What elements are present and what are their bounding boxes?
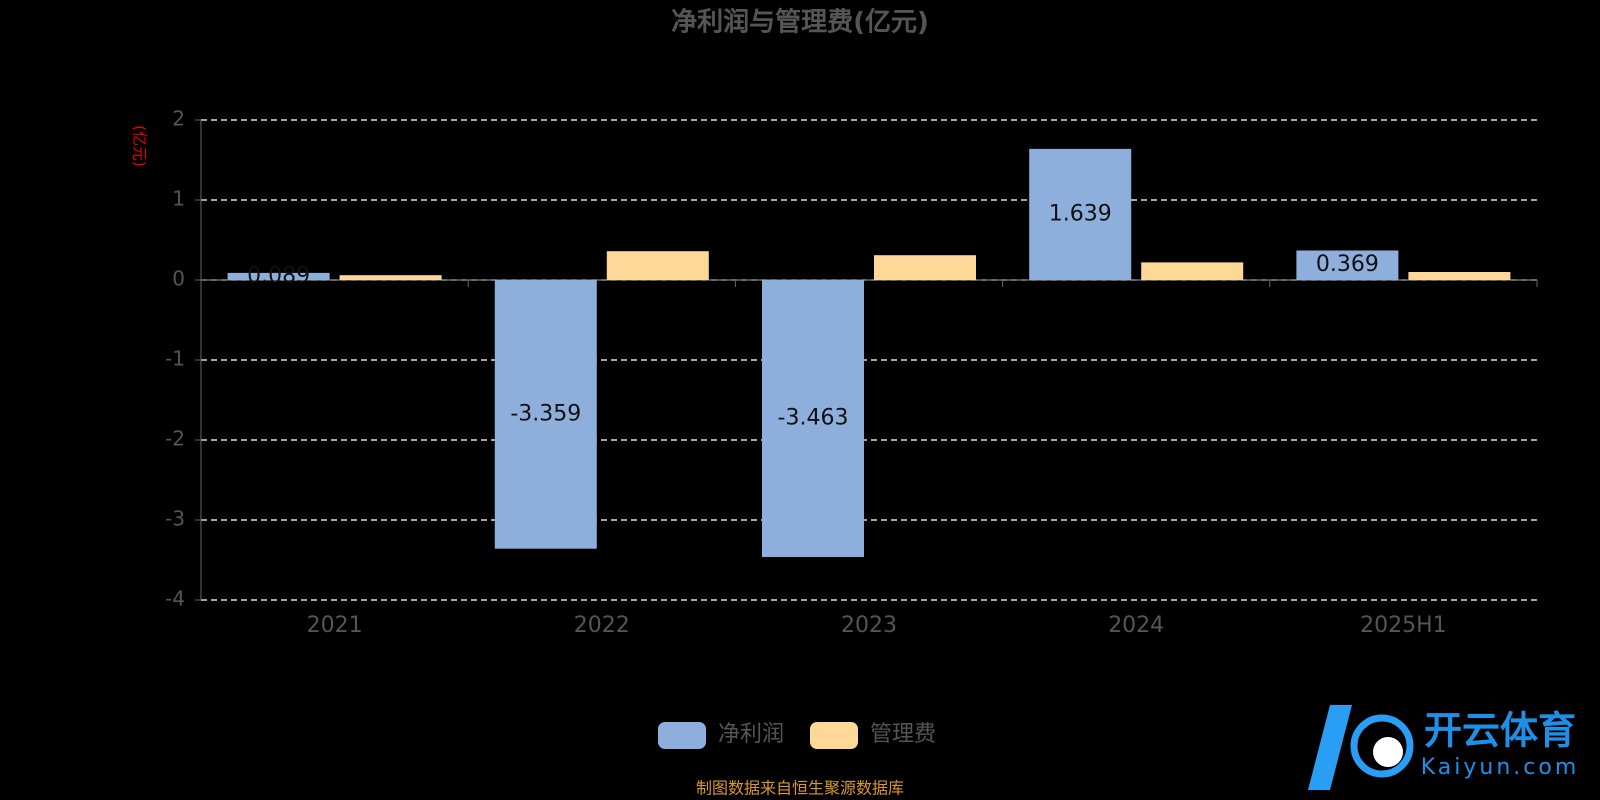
bar [1141, 262, 1244, 280]
bar [1029, 148, 1132, 280]
y-tick-label: 0 [172, 267, 185, 291]
y-tick-label: -1 [165, 347, 185, 371]
x-tick-label: 2023 [841, 613, 897, 638]
bar [494, 280, 597, 549]
data-label: 0.369 [1316, 252, 1379, 277]
y-tick-label: -2 [165, 427, 185, 451]
y-tick-label: 1 [172, 187, 185, 211]
x-tick-label: 2024 [1108, 613, 1164, 638]
y-tick-label: 2 [172, 107, 185, 131]
legend-swatch [810, 722, 858, 749]
bar [606, 251, 709, 280]
legend-label: 净利润 [718, 722, 784, 747]
x-tick-label: 2022 [574, 613, 630, 638]
source-note: 制图数据来自恒生聚源数据库 [696, 779, 904, 798]
bar [339, 275, 442, 280]
data-label: -3.359 [510, 401, 581, 426]
y-tick-label: -4 [165, 587, 185, 611]
bar [227, 272, 330, 280]
logo-ring [1350, 714, 1414, 778]
bar [1408, 272, 1511, 280]
logo-k [1308, 705, 1352, 790]
bar [1296, 250, 1399, 280]
watermark: 开云体育 Kaiyun.com [1308, 705, 1580, 790]
bar [762, 280, 864, 558]
watermark-brand: 开云体育 [1424, 709, 1576, 753]
legend-swatch [658, 722, 706, 749]
data-label: 1.639 [1049, 201, 1112, 226]
y-tick-label: -3 [165, 507, 185, 531]
y-axis-label: (亿元) [131, 125, 149, 167]
chart-title: 净利润与管理费(亿元) [671, 7, 929, 38]
data-label: 0.089 [247, 263, 310, 288]
x-tick-label: 2025H1 [1360, 613, 1447, 638]
legend-label: 管理费 [870, 722, 936, 747]
data-label: -3.463 [778, 406, 849, 431]
logo-ball [1373, 737, 1403, 767]
x-tick-label: 2021 [307, 613, 363, 638]
bar [874, 255, 976, 280]
watermark-url: Kaiyun.com [1421, 755, 1580, 780]
